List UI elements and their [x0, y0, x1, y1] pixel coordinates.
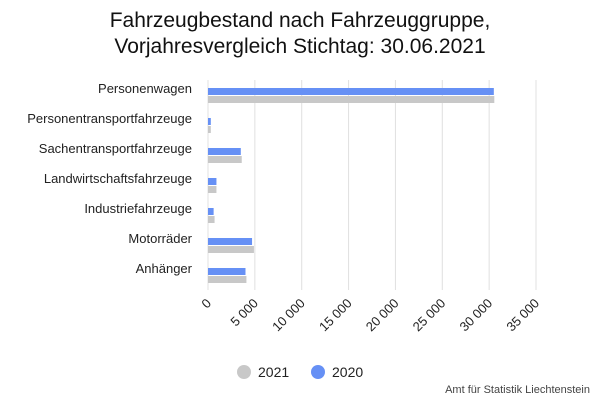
category-label: Anhänger: [136, 261, 193, 276]
bar-2021[interactable]: [208, 186, 217, 193]
x-tick-label: 0: [198, 296, 214, 312]
category-label: Landwirtschaftsfahrzeuge: [44, 171, 192, 186]
legend-item-2021[interactable]: 2021: [237, 362, 289, 382]
category-label: Sachentransportfahrzeuge: [39, 141, 192, 156]
category-label: Motorräder: [128, 231, 192, 246]
x-tick-label: 30 000: [457, 296, 496, 335]
chart-title-line-2: Vorjahresvergleich Stichtag: 30.06.2021: [114, 35, 486, 58]
bar-2021[interactable]: [208, 126, 211, 133]
bar-2020[interactable]: [208, 118, 211, 125]
bar-2021[interactable]: [208, 246, 254, 253]
bars: [208, 88, 495, 283]
x-tick-label: 25 000: [410, 296, 449, 335]
bar-2020[interactable]: [208, 148, 241, 155]
legend-marker-2020: [311, 365, 325, 379]
x-tick-label: 35 000: [503, 296, 542, 335]
bar-2020[interactable]: [208, 268, 246, 275]
bar-2021[interactable]: [208, 96, 495, 103]
source-note: Amt für Statistik Liechtenstein: [445, 384, 590, 396]
bar-2020[interactable]: [208, 88, 494, 95]
category-label: Industriefahrzeuge: [84, 201, 192, 216]
bar-2021[interactable]: [208, 276, 247, 283]
x-axis-tick-labels: 0 5 000 10 000 15 000 20 000 25 000 30 000 35 0…: [198, 296, 542, 335]
x-tick-label: 5 000: [227, 296, 261, 330]
category-label: Personentransportfahrzeuge: [27, 111, 192, 126]
legend-marker-2021: [237, 365, 251, 379]
x-tick-label: 15 000: [316, 296, 355, 335]
legend: 2021 2020: [0, 362, 600, 382]
bar-2021[interactable]: [208, 216, 215, 223]
chart-title: Fahrzeugbestand nach Fahrzeuggruppe, Vor…: [0, 8, 600, 60]
bar-2021[interactable]: [208, 156, 242, 163]
bar-2020[interactable]: [208, 208, 214, 215]
legend-label-2021: 2021: [258, 364, 290, 380]
x-tick-label: 20 000: [363, 296, 402, 335]
legend-label-2020: 2020: [332, 364, 364, 380]
category-labels: Personenwagen Personentransportfahrzeuge S…: [27, 81, 192, 276]
x-tick-label: 10 000: [269, 296, 308, 335]
chart-title-line-1: Fahrzeugbestand nach Fahrzeuggruppe,: [109, 9, 491, 32]
bar-2020[interactable]: [208, 178, 217, 185]
grid-lines: [207, 80, 537, 290]
category-label: Personenwagen: [98, 81, 192, 96]
legend-item-2020[interactable]: 2020: [311, 362, 363, 382]
bar-2020[interactable]: [208, 238, 253, 245]
